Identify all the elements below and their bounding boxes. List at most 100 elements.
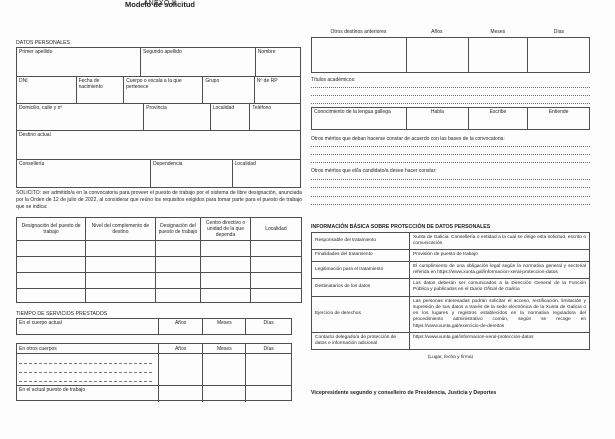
empty-cell xyxy=(17,289,85,302)
primer-apellido-field: Primer apellido xyxy=(19,49,53,55)
meritos-bases-label: Otros méritos que deban hacerse constar … xyxy=(311,136,505,142)
empty-cell xyxy=(85,257,155,272)
destino-actual-field: Destino actual xyxy=(19,132,51,138)
dotted-line xyxy=(311,96,590,104)
meritos-bases-lines xyxy=(311,139,590,163)
localidad2-field: Localidad xyxy=(231,160,300,187)
empty-cell xyxy=(249,273,301,288)
form-title: ANEXO II xyxy=(143,0,177,7)
dashed-line xyxy=(19,355,152,364)
empty-cell xyxy=(249,257,301,272)
solicito-paragraph: SOLICITO: ser admitido/a en la convocato… xyxy=(16,190,302,210)
empty-cell xyxy=(406,38,467,72)
privacy-row-value: El cumplimiento de una obligación legal … xyxy=(409,261,589,279)
dotted-line xyxy=(311,188,590,197)
dotted-line xyxy=(311,139,590,147)
doga-italic-text: Diario Oficial de Galicia xyxy=(469,287,520,293)
meses-col: Meses xyxy=(202,344,245,353)
empty-cell xyxy=(249,289,301,302)
anos-col: Años xyxy=(431,29,443,35)
privacy-row-value: Las personas interesadas podrán solicita… xyxy=(409,296,589,332)
table-row: Destino actual xyxy=(17,130,300,159)
dotted-line xyxy=(311,171,590,180)
empty-cell xyxy=(200,241,250,256)
empty-cell xyxy=(249,241,301,256)
privacy-row-label: Contacto delegado/a de protección de dat… xyxy=(315,334,397,347)
empty-cell xyxy=(85,289,155,302)
privacy-title: INFORMACIÓN BÁSICA SOBRE PROTECCIÓN DE D… xyxy=(311,224,491,230)
privacy-row-value: Provisión de puesto de trabajo xyxy=(409,250,589,261)
table-row: En el cuerpo actual Años Meses Días xyxy=(17,319,291,334)
table-row: Legitimación para el tratamiento El cump… xyxy=(312,260,589,279)
dotted-line xyxy=(311,197,590,205)
cuerpo-escala-field: Cuerpo o escala a la que pertenece xyxy=(123,77,202,103)
habla-col: Habla xyxy=(406,108,467,129)
table-row: Conocimiento de la lengua gallega Habla … xyxy=(312,108,589,129)
empty-cell xyxy=(17,257,85,272)
empty-cell xyxy=(85,273,155,288)
otros-destinos-header: Otros destinos anteriores Años Meses Día… xyxy=(311,28,590,36)
empty-cell xyxy=(85,241,155,256)
col-localidad: Localidad xyxy=(249,218,301,240)
num-rp-field: Nº de RP xyxy=(253,77,300,103)
col-designacion-puesto-2: Designación del puesto de trabajo xyxy=(154,218,200,240)
anos-col: Años xyxy=(157,319,203,334)
meritos-candidato-label: Otros méritos que el/la candidato/a dese… xyxy=(311,168,437,174)
datos-personales-table: Primer apellido Segundo apellido Nombre … xyxy=(16,47,301,188)
dotted-line xyxy=(311,147,590,155)
entiende-col: Entiende xyxy=(527,108,589,129)
table-row xyxy=(312,38,589,72)
table-row xyxy=(17,288,301,302)
conselleria-field: Consellería xyxy=(19,161,45,167)
otros-cuerpos-field: En otros cuerpos xyxy=(19,345,57,352)
dotted-line xyxy=(311,88,590,96)
otros-cuerpos-table: En otros cuerpos Años Meses Días En el a… xyxy=(16,343,292,402)
anos-col: Años xyxy=(157,344,203,353)
table-row: Ejercicio de derechos Las personas inter… xyxy=(312,295,589,332)
empty-cell xyxy=(312,38,406,72)
empty-cell xyxy=(154,257,200,272)
privacy-table: Responsable del tratamiento Xunta de Gal… xyxy=(311,232,590,351)
titulos-academicos-label: Títulos académicos: xyxy=(311,77,356,83)
privacy-row-label: Ejercicio de derechos xyxy=(315,311,361,317)
otros-destinos-table xyxy=(311,37,590,73)
meritos-candidato-lines xyxy=(311,171,590,205)
table-row xyxy=(17,353,291,385)
table-row: Destinatarios de los datos Los datos deb… xyxy=(312,278,589,296)
table-row: Finalidades del tratamiento Provisión de… xyxy=(312,249,589,261)
escribe-col: Escribe xyxy=(467,108,528,129)
col-centro-directivo: Centro directivo o unidad de la que depe… xyxy=(200,218,250,240)
provincia-field: Provincia xyxy=(143,104,210,130)
section-datos-personales: DATOS PERSONALES xyxy=(16,40,71,46)
nombre-field: Nombre xyxy=(254,48,300,76)
table-header-row: En otros cuerpos Años Meses Días xyxy=(17,344,291,353)
lugar-fecha-firma: (Lugar, fecha y firma) xyxy=(427,355,474,360)
empty-cell xyxy=(17,273,85,288)
privacy-row-value: https://www.xunta.gal/informacion-xeral-… xyxy=(409,332,589,350)
puesto-solicitado-table: Designación del puesto de trabajo Nivel … xyxy=(16,217,302,303)
table-row: Contacto delegado/a de protección de dat… xyxy=(312,331,589,350)
privacy-row-value: Los datos deberán ser comunicados a la D… xyxy=(409,279,589,296)
table-header-row: Designación del puesto de trabajo Nivel … xyxy=(17,218,301,240)
meses-col: Meses xyxy=(490,29,506,35)
table-row: En el actual puesto de trabajo xyxy=(17,385,291,402)
domicilio-field: Domicilio, calle y nº xyxy=(19,105,63,111)
privacy-row-label: Finalidades del tratamiento xyxy=(315,252,373,258)
grupo-field: Grupo xyxy=(202,77,254,103)
form-subtitle: Modelo de solicitud xyxy=(124,0,195,9)
lengua-gallega-table: Conocimiento de la lengua gallega Habla … xyxy=(311,107,590,130)
table-row: DNI Fecha de nacimiento Cuerpo o escala … xyxy=(17,76,300,103)
table-row: Domicilio, calle y nº Provincia Localida… xyxy=(17,103,300,130)
meses-col: Meses xyxy=(202,319,245,334)
empty-cell xyxy=(202,386,245,402)
localidad-field: Localidad xyxy=(209,104,250,130)
dias-col: Días xyxy=(245,344,291,353)
empty-cell xyxy=(200,273,250,288)
privacy-row-label: Destinatarios de los datos xyxy=(315,284,371,290)
titulos-academicos-lines xyxy=(311,80,590,104)
dni-field: DNI xyxy=(19,78,28,84)
otros-cuerpos-lines xyxy=(17,354,158,385)
empty-cell xyxy=(154,273,200,288)
table-row: Consellería Dependencia Localidad xyxy=(17,159,300,187)
